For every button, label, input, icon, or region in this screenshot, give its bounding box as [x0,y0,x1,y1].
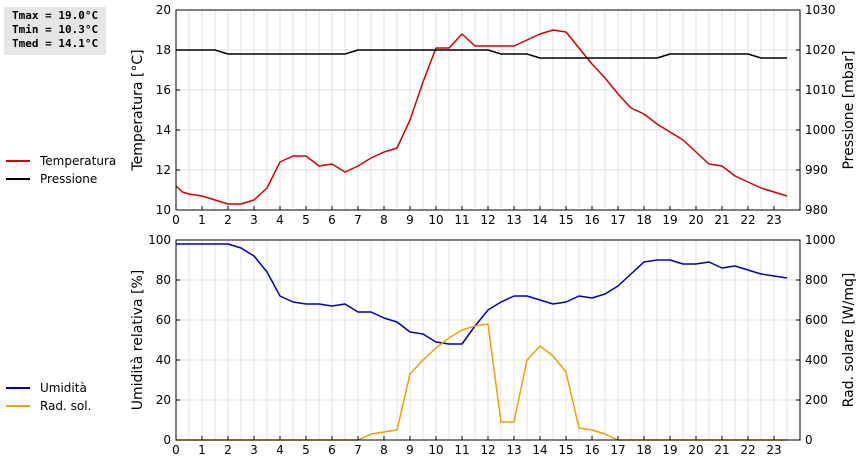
top-x-tick-label: 22 [740,213,755,227]
bottom-y-left-tick-label: 0 [163,433,171,447]
bottom-x-tick-label: 15 [558,443,573,457]
top-y-left-tick-label: 18 [156,43,171,57]
bottom-x-tick-label: 5 [302,443,310,457]
bottom-x-tick-label: 3 [250,443,258,457]
top-x-tick-label: 4 [276,213,284,227]
bottom-y-right-tick-label: 200 [805,393,828,407]
legend-label-umidita: Umidità [40,381,87,395]
top-y-right-tick-label: 1000 [805,123,836,137]
top-y-left-tick-label: 10 [156,203,171,217]
top-y-right-tick-label: 980 [805,203,828,217]
legend-swatch-umidita [6,387,30,389]
bottom-y-right-tick-label: 800 [805,273,828,287]
top-y-left-tick-label: 14 [156,123,171,137]
top-x-tick-label: 20 [688,213,703,227]
bottom-y-left-axis-label: Umidità relativa [%] [130,270,146,411]
top-y-right-tick-label: 1020 [805,43,836,57]
stat-tmed: Tmed = 14.1°C [12,37,99,50]
legend-item-radsol: Rad. sol. [0,397,170,415]
top-x-tick-label: 23 [766,213,781,227]
bottom-x-tick-label: 22 [740,443,755,457]
stat-tmin: Tmin = 10.3°C [12,23,99,36]
top-x-tick-label: 16 [584,213,599,227]
top-x-tick-label: 7 [354,213,362,227]
bottom-series-line-umidit [176,243,788,345]
legend-bottom: Umidità Rad. sol. [0,379,170,415]
bottom-y-right-tick-label: 400 [805,353,828,367]
top-x-tick-label: 11 [454,213,469,227]
top-y-left-tick-label: 20 [156,3,171,17]
bottom-x-tick-label: 19 [662,443,677,457]
top-x-tick-label: 0 [172,213,180,227]
top-series-line-temperatura [175,29,788,205]
top-series-line-pressione [176,49,787,59]
bottom-x-tick-label: 4 [276,443,284,457]
top-x-tick-label: 15 [558,213,573,227]
top-x-tick-label: 6 [328,213,336,227]
bottom-x-tick-label: 10 [428,443,443,457]
top-y-left-axis-label: Temperatura [°C] [130,49,146,171]
bottom-y-left-tick-label: 100 [148,233,171,247]
top-x-tick-label: 5 [302,213,310,227]
legend-item-temperatura: Temperatura [0,152,170,170]
top-x-tick-label: 21 [714,213,729,227]
legend-swatch-pressione [6,178,30,180]
bottom-x-tick-label: 21 [714,443,729,457]
top-x-tick-label: 3 [250,213,258,227]
bottom-x-tick-label: 0 [172,443,180,457]
legend-item-pressione: Pressione [0,170,170,188]
bottom-x-tick-label: 11 [454,443,469,457]
bottom-y-left-tick-label: 20 [156,393,171,407]
bottom-x-tick-label: 7 [354,443,362,457]
bottom-x-tick-label: 23 [766,443,781,457]
legend-swatch-radsol [6,405,30,407]
bottom-x-tick-label: 17 [610,443,625,457]
bottom-x-tick-label: 14 [532,443,547,457]
top-x-tick-label: 13 [506,213,521,227]
top-x-tick-label: 19 [662,213,677,227]
bottom-y-right-tick-label: 1000 [805,233,836,247]
bottom-x-tick-label: 9 [406,443,414,457]
bottom-y-right-axis-label: Rad. solare [W/mq] [841,273,857,408]
bottom-x-tick-label: 16 [584,443,599,457]
legend-label-radsol: Rad. sol. [40,399,92,413]
bottom-x-tick-label: 20 [688,443,703,457]
top-y-right-tick-label: 990 [805,163,828,177]
top-x-tick-label: 10 [428,213,443,227]
top-x-tick-label: 1 [198,213,206,227]
bottom-y-left-tick-label: 40 [156,353,171,367]
legend-item-umidita: Umidità [0,379,170,397]
bottom-x-tick-label: 1 [198,443,206,457]
top-y-left-tick-label: 12 [156,163,171,177]
bottom-y-left-tick-label: 80 [156,273,171,287]
top-x-tick-label: 12 [480,213,495,227]
bottom-y-right-tick-label: 0 [805,433,813,447]
bottom-x-tick-label: 18 [636,443,651,457]
top-x-tick-label: 18 [636,213,651,227]
bottom-y-left-tick-label: 60 [156,313,171,327]
top-x-tick-label: 17 [610,213,625,227]
top-x-tick-label: 8 [380,213,388,227]
top-y-right-axis-label: Pressione [mbar] [841,50,857,169]
bottom-series-line-rad-sol [176,323,787,441]
legend-swatch-temperatura [6,160,30,162]
stat-tmax: Tmax = 19.0°C [12,9,99,22]
bottom-x-tick-label: 12 [480,443,495,457]
legend-label-temperatura: Temperatura [40,154,117,168]
top-x-tick-label: 14 [532,213,547,227]
bottom-x-tick-label: 13 [506,443,521,457]
legend-label-pressione: Pressione [40,172,98,186]
bottom-y-right-tick-label: 600 [805,313,828,327]
bottom-x-tick-label: 8 [380,443,388,457]
legend-top: Temperatura Pressione [0,152,170,188]
top-x-tick-label: 2 [224,213,232,227]
bottom-x-tick-label: 6 [328,443,336,457]
top-y-right-tick-label: 1030 [805,3,836,17]
top-x-tick-label: 9 [406,213,414,227]
bottom-x-tick-label: 2 [224,443,232,457]
top-y-left-tick-label: 16 [156,83,171,97]
stats-box: Tmax = 19.0°C Tmin = 10.3°C Tmed = 14.1°… [4,7,106,55]
top-y-right-tick-label: 1010 [805,83,836,97]
